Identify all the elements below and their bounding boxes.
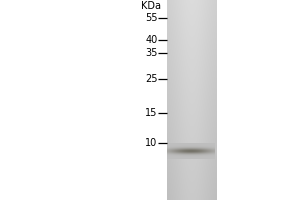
Text: 55: 55 bbox=[145, 13, 158, 23]
Bar bbox=[216, 0, 300, 200]
Text: KDa: KDa bbox=[140, 1, 160, 11]
Text: 35: 35 bbox=[145, 48, 158, 58]
Text: 25: 25 bbox=[145, 74, 158, 84]
Text: 10: 10 bbox=[145, 138, 158, 148]
Text: 15: 15 bbox=[145, 108, 158, 118]
Text: 40: 40 bbox=[145, 35, 158, 45]
